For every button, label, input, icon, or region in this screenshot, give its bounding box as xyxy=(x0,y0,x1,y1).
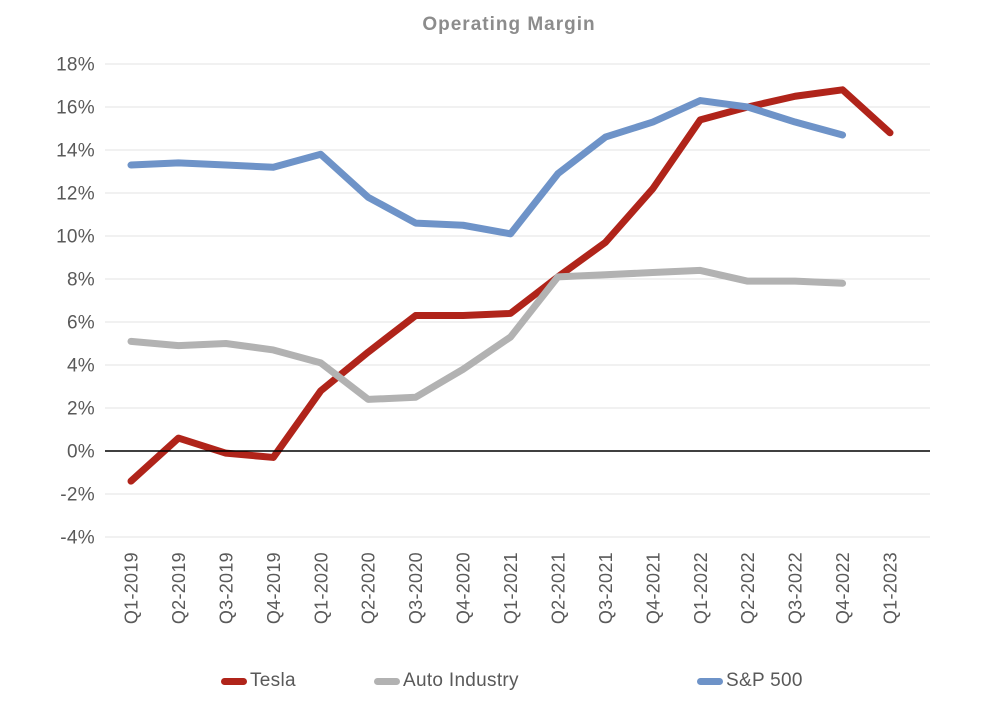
x-tick-label: Q1-2019 xyxy=(122,552,142,624)
legend-label-sp500: S&P 500 xyxy=(726,670,803,691)
legend-label-auto-industry: Auto Industry xyxy=(403,670,519,691)
y-tick-label: 6% xyxy=(67,313,95,334)
x-tick-label: Q1-2021 xyxy=(501,552,521,624)
x-tick-label: Q3-2022 xyxy=(786,552,806,624)
x-tick-label: Q2-2022 xyxy=(738,552,758,624)
x-tick-label: Q2-2021 xyxy=(548,552,568,624)
y-tick-label: 12% xyxy=(56,184,95,205)
series-lines xyxy=(127,86,894,485)
y-tick-label: 16% xyxy=(56,98,95,119)
y-tick-label: 2% xyxy=(67,399,95,420)
legend-item-auto-industry: Auto Industry xyxy=(374,667,519,695)
tesla-line-swatch-icon xyxy=(221,677,247,685)
y-tick-label: 10% xyxy=(56,227,95,248)
series-line-0 xyxy=(127,86,894,485)
y-tick-label: 18% xyxy=(56,55,95,76)
x-tick-label: Q3-2019 xyxy=(216,552,236,624)
y-tick-label: 4% xyxy=(67,356,95,377)
auto-industry-line-swatch-icon xyxy=(374,677,400,685)
chart-title: Operating Margin xyxy=(422,14,595,35)
x-axis-labels: Q1-2019 Q2-2019 Q3-2019 Q4-2019 Q1-2020 Q2-20… xyxy=(122,552,901,624)
series-line-2 xyxy=(127,97,847,238)
y-axis-labels: 18% 16% 14% 12% 10% 8% 6% 4% 2% 0% -2% -4% xyxy=(56,55,95,549)
y-tick-label: 8% xyxy=(67,270,95,291)
legend-item-sp500: S&P 500 xyxy=(697,667,803,695)
x-tick-label: Q3-2021 xyxy=(596,552,616,624)
gridlines xyxy=(105,63,930,538)
series-line-1 xyxy=(127,266,847,403)
x-tick-label: Q4-2020 xyxy=(454,552,474,624)
x-tick-label: Q1-2022 xyxy=(691,552,711,624)
x-tick-label: Q3-2020 xyxy=(406,552,426,624)
x-tick-label: Q2-2020 xyxy=(359,552,379,624)
y-tick-label: 14% xyxy=(56,141,95,162)
legend-label-tesla: Tesla xyxy=(250,670,296,691)
x-tick-label: Q4-2019 xyxy=(264,552,284,624)
x-tick-label: Q2-2019 xyxy=(169,552,189,624)
y-tick-label: -4% xyxy=(60,528,95,549)
x-tick-label: Q1-2020 xyxy=(311,552,331,624)
sp500-line-swatch-icon xyxy=(697,677,723,685)
chart-legend: Tesla Auto Industry S&P 500 xyxy=(0,667,1000,697)
x-tick-label: Q1-2023 xyxy=(881,552,901,624)
y-tick-label: -2% xyxy=(60,485,95,506)
x-tick-label: Q4-2022 xyxy=(833,552,853,624)
legend-item-tesla: Tesla xyxy=(221,667,296,695)
y-tick-label: 0% xyxy=(67,442,95,463)
x-tick-label: Q4-2021 xyxy=(643,552,663,624)
